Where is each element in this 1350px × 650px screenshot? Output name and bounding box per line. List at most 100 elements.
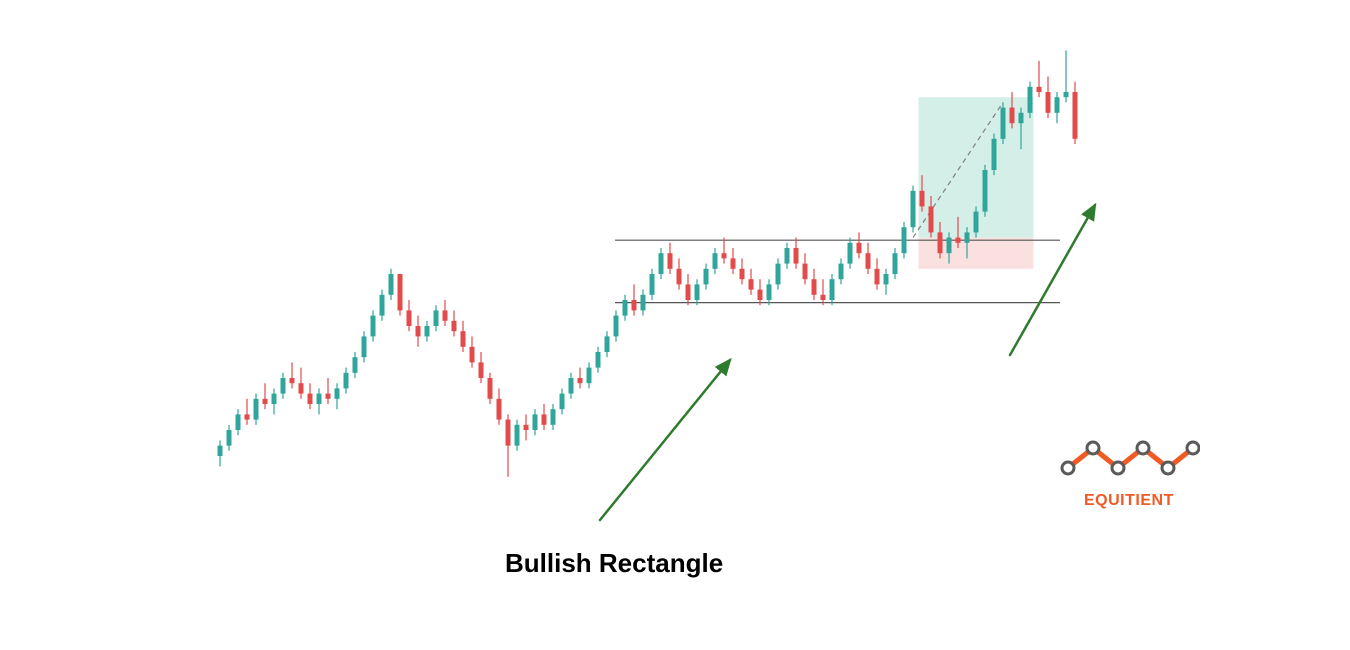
candle-body	[659, 253, 664, 274]
candle-body	[587, 368, 592, 384]
chart-stage: Bullish Rectangle EQUITIENT	[0, 0, 1350, 650]
candle-body	[686, 284, 691, 300]
candle-body	[551, 409, 556, 425]
candle-body	[965, 232, 970, 242]
candle-body	[542, 414, 547, 424]
candle-body	[992, 139, 997, 170]
candle-body	[632, 300, 637, 310]
candle-body	[596, 352, 601, 368]
candle-body	[443, 310, 448, 320]
candle-body	[641, 295, 646, 311]
candle-body	[578, 378, 583, 383]
candle-body	[875, 269, 880, 285]
candle-body	[1028, 87, 1033, 113]
candle-body	[920, 191, 925, 207]
candle-body	[731, 258, 736, 268]
equitient-logo: EQUITIENT	[1060, 430, 1200, 510]
candle-body	[434, 310, 439, 326]
candle-body	[470, 347, 475, 363]
candle-body	[389, 274, 394, 295]
candle-body	[821, 295, 826, 300]
candle-body	[974, 212, 979, 233]
candle-body	[317, 394, 322, 404]
candle-body	[380, 295, 385, 316]
candle-body	[722, 253, 727, 258]
candle-body	[785, 248, 790, 264]
chart-title: Bullish Rectangle	[505, 548, 723, 579]
candle-body	[263, 399, 268, 404]
candle-body	[407, 310, 412, 326]
candle-body	[506, 420, 511, 446]
candle-body	[983, 170, 988, 212]
candle-body	[425, 326, 430, 336]
candle-body	[398, 274, 403, 310]
candle-body	[335, 388, 340, 398]
candle-body	[938, 232, 943, 253]
logo-graphic	[1060, 430, 1200, 490]
candle-body	[677, 269, 682, 285]
candle-body	[911, 191, 916, 227]
candle-body	[344, 373, 349, 389]
candle-body	[290, 378, 295, 383]
candle-body	[614, 316, 619, 337]
candle-body	[695, 284, 700, 300]
candle-body	[605, 336, 610, 352]
candle-body	[272, 394, 277, 404]
candle-body	[452, 321, 457, 331]
candle-body	[227, 430, 232, 446]
candle-body	[524, 425, 529, 430]
candle-body	[299, 383, 304, 393]
candle-body	[704, 269, 709, 285]
candle-body	[497, 399, 502, 420]
candle-body	[848, 243, 853, 264]
candle-body	[884, 274, 889, 284]
candle-body	[749, 279, 754, 289]
candle-body	[281, 378, 286, 394]
candle-body	[1010, 108, 1015, 124]
candle-body	[794, 248, 799, 264]
candle-body	[893, 253, 898, 274]
candle-body	[1037, 87, 1042, 92]
candle-body	[308, 394, 313, 404]
candle-body	[767, 284, 772, 300]
candle-body	[371, 316, 376, 337]
candle-body	[650, 274, 655, 295]
candle-body	[866, 253, 871, 269]
candle-body	[1019, 113, 1024, 123]
candle-body	[1001, 108, 1006, 139]
candle-body	[830, 279, 835, 300]
candle-body	[1046, 92, 1051, 113]
candle-body	[362, 336, 367, 357]
candle-body	[740, 269, 745, 279]
annotation-arrow-0	[600, 360, 730, 520]
candle-body	[461, 331, 466, 347]
candle-body	[758, 290, 763, 300]
candle-body	[533, 414, 538, 430]
candle-body	[929, 206, 934, 232]
candle-body	[326, 394, 331, 399]
stop-zone	[919, 238, 1034, 269]
candle-body	[236, 414, 241, 430]
candle-body	[947, 238, 952, 254]
candle-body	[902, 227, 907, 253]
candle-body	[353, 357, 358, 373]
candle-body	[857, 243, 862, 253]
candle-body	[515, 425, 520, 446]
candle-body	[488, 378, 493, 399]
candle-body	[812, 279, 817, 295]
candle-body	[623, 300, 628, 316]
candle-body	[1073, 92, 1078, 139]
candle-body	[776, 264, 781, 285]
candle-body	[479, 362, 484, 378]
candle-body	[1055, 97, 1060, 113]
candle-body	[668, 253, 673, 269]
candle-body	[1064, 92, 1069, 97]
logo-text: EQUITIENT	[1084, 492, 1200, 510]
candle-body	[803, 264, 808, 280]
candle-body	[245, 414, 250, 419]
candle-body	[254, 399, 259, 420]
candle-body	[956, 238, 961, 243]
candle-body	[560, 394, 565, 410]
candle-body	[839, 264, 844, 280]
candle-body	[218, 446, 223, 456]
